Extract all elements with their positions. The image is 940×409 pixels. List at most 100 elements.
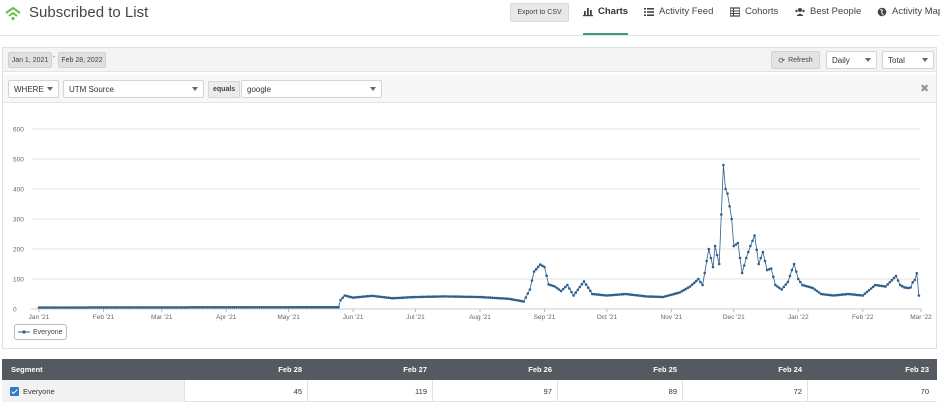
data-point <box>842 293 846 296</box>
refresh-button[interactable]: ⟳ Refresh <box>771 51 820 69</box>
y-tick-label: 300 <box>13 217 24 224</box>
tab-charts[interactable]: Charts <box>583 0 629 35</box>
data-point <box>788 274 792 278</box>
data-point <box>335 305 338 309</box>
table-row: Everyone 45 119 97 89 72 70 <box>2 380 937 402</box>
tab-activity-map[interactable]: Activity Map <box>877 0 940 35</box>
data-point <box>591 292 594 296</box>
data-point <box>247 306 251 309</box>
data-point <box>337 305 340 309</box>
data-point <box>472 295 476 299</box>
data-point <box>759 256 763 260</box>
data-point <box>389 296 392 300</box>
chevron-down-icon <box>370 87 376 91</box>
data-point <box>545 274 548 277</box>
interval-select[interactable]: Daily <box>826 51 877 69</box>
close-icon[interactable]: ✖ <box>920 83 930 95</box>
data-point <box>304 305 307 309</box>
data-point <box>853 293 856 296</box>
data-point <box>158 306 161 309</box>
data-point <box>649 295 652 298</box>
data-point <box>50 306 53 309</box>
data-point <box>172 306 176 309</box>
data-point <box>917 294 921 297</box>
tab-cohorts[interactable]: Cohorts <box>730 0 778 35</box>
data-point <box>865 290 869 294</box>
start-date-picker[interactable]: Jan 1, 2021 <box>8 52 52 68</box>
data-point <box>408 296 411 299</box>
data-point <box>790 268 794 272</box>
end-date-picker[interactable]: Feb 28, 2022 <box>58 52 106 68</box>
data-point <box>204 306 207 309</box>
data-point <box>634 293 638 297</box>
data-point <box>751 239 754 243</box>
tab-activity-feed[interactable]: Activity Feed <box>644 0 713 35</box>
data-point <box>358 295 361 299</box>
data-point <box>593 292 596 296</box>
data-table: Segment Feb 28 Feb 27 Feb 26 Feb 25 Feb … <box>2 359 937 405</box>
data-point <box>224 306 228 309</box>
data-point <box>557 288 561 291</box>
date-controls: Jan 1, 2021 - Feb 28, 2022 ⟳ Refresh Dai… <box>3 48 936 72</box>
data-point <box>148 306 151 309</box>
where-select[interactable]: WHERE <box>8 80 59 98</box>
data-point <box>48 306 51 309</box>
cell-divider <box>557 380 558 402</box>
data-point <box>83 306 87 309</box>
x-tick-label: Mar '22 <box>910 314 932 321</box>
data-point <box>239 306 243 309</box>
property-value: UTM Source <box>69 84 114 94</box>
export-csv-button[interactable]: Export to CSV <box>510 3 569 22</box>
data-point <box>455 295 459 298</box>
property-select[interactable]: UTM Source <box>63 80 204 98</box>
data-point <box>416 295 419 299</box>
refresh-label: Refresh <box>788 56 813 64</box>
data-point <box>861 294 865 297</box>
data-point <box>166 306 170 309</box>
data-point <box>405 296 409 299</box>
data-point <box>524 296 528 299</box>
column-header: Feb 23 <box>905 365 929 374</box>
data-point <box>726 192 729 195</box>
y-tick-label: 500 <box>13 157 24 164</box>
tab-best-people[interactable]: Best People <box>795 0 861 35</box>
legend-item-everyone[interactable]: Everyone <box>14 324 67 340</box>
data-point <box>786 280 790 284</box>
data-point <box>73 306 76 309</box>
data-point <box>580 282 584 286</box>
data-point <box>530 279 534 282</box>
data-point <box>668 294 671 297</box>
date-separator: - <box>53 54 56 61</box>
filter-value-select[interactable]: google <box>241 80 382 98</box>
x-tick-label: Jun '21 <box>343 314 364 321</box>
data-point <box>846 292 850 296</box>
data-point <box>306 305 309 309</box>
data-point <box>75 306 78 309</box>
chevron-down-icon <box>922 58 928 62</box>
column-header: Feb 27 <box>403 365 427 374</box>
table-icon <box>730 7 740 17</box>
data-point <box>366 294 370 298</box>
data-point <box>896 279 900 282</box>
data-point <box>840 293 844 296</box>
data-point <box>907 286 910 290</box>
data-point <box>886 283 889 286</box>
data-point <box>551 284 555 288</box>
value-cell: 72 <box>793 386 802 396</box>
data-point <box>622 292 625 296</box>
data-point <box>499 297 503 300</box>
data-point <box>799 280 802 284</box>
data-point <box>838 293 842 297</box>
aggregation-select[interactable]: Total <box>882 51 934 69</box>
data-point <box>784 283 788 286</box>
data-point <box>736 241 740 245</box>
x-tick-label: Apr '21 <box>216 314 237 321</box>
data-point <box>643 294 646 298</box>
data-point <box>89 306 93 309</box>
data-point <box>595 293 598 296</box>
data-point <box>792 262 796 266</box>
x-tick-label: Feb '21 <box>93 314 115 321</box>
data-point <box>645 295 648 298</box>
segment-checkbox[interactable] <box>10 386 19 396</box>
data-point <box>345 294 349 298</box>
